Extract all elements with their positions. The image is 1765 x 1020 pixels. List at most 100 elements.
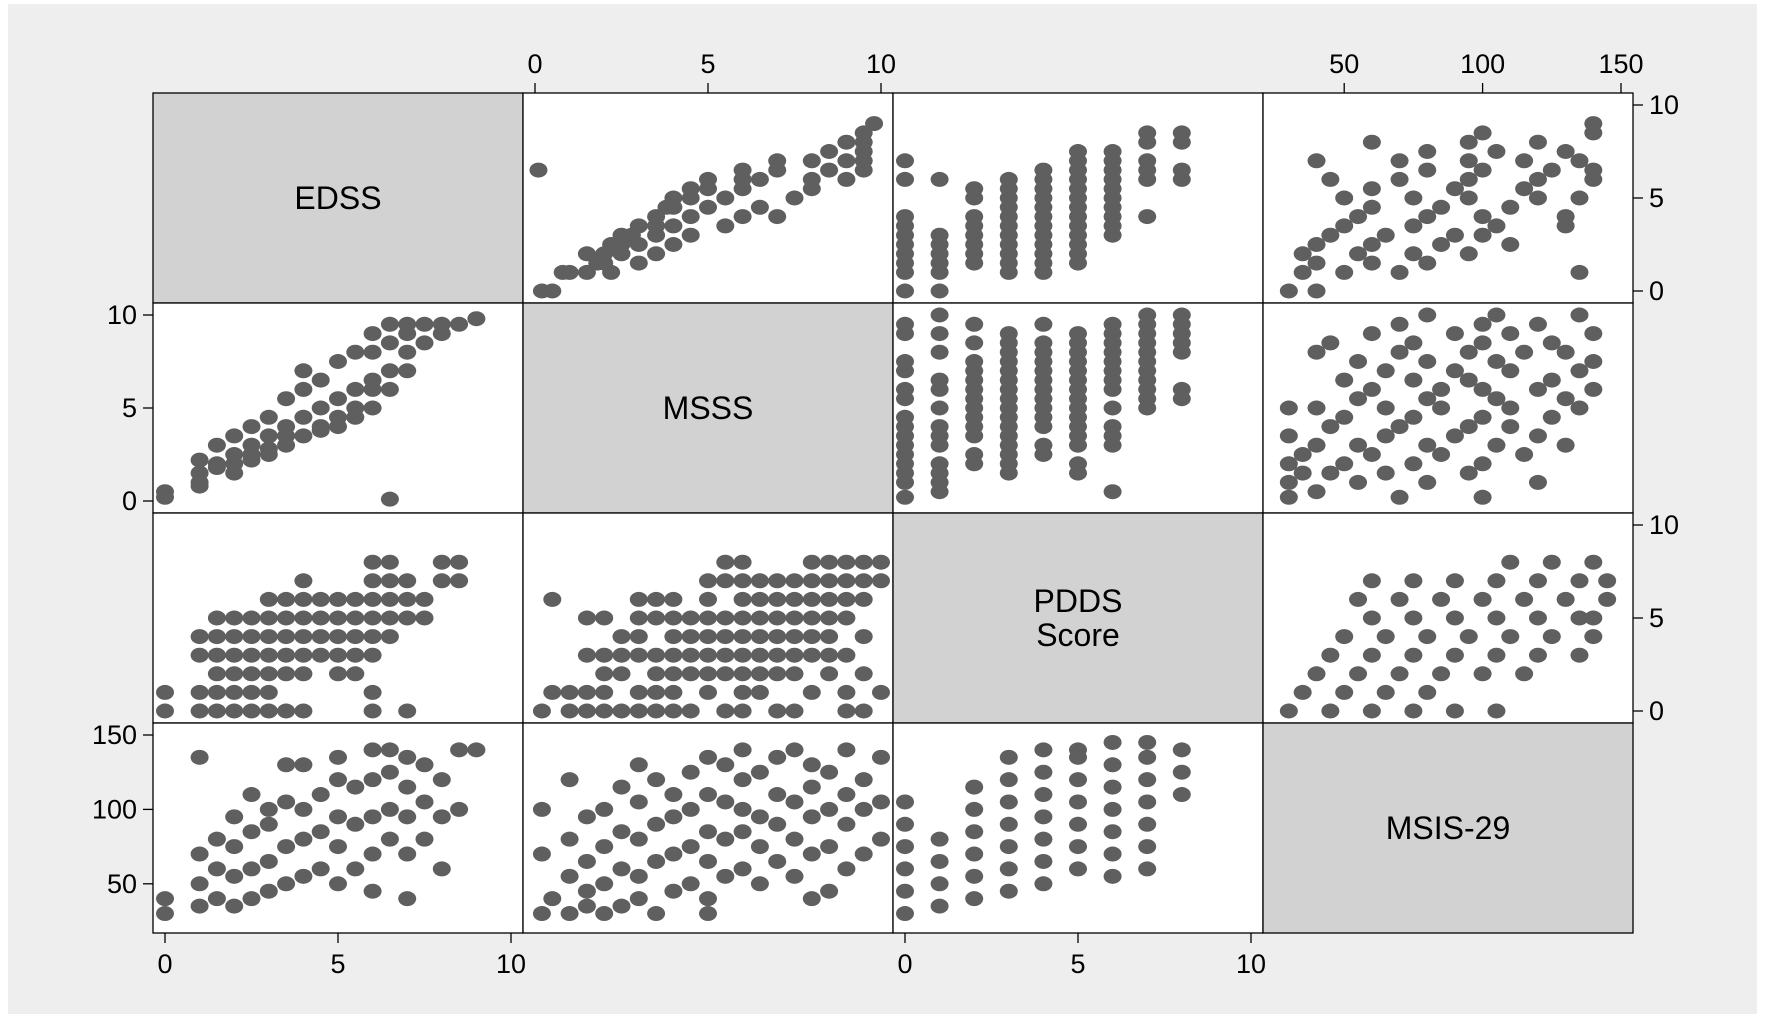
data-point-msss-vs-pdds-score bbox=[1103, 484, 1122, 500]
data-point-msis-29-vs-pdds-score bbox=[896, 816, 914, 832]
data-point-edss-vs-msss bbox=[820, 162, 839, 178]
data-point-edss-vs-msis-29 bbox=[1335, 218, 1354, 234]
data-point-msis-29-vs-msss bbox=[532, 846, 551, 862]
data-point-pdds-score-vs-msis-29 bbox=[1404, 703, 1423, 719]
data-point-msss-vs-msis-29 bbox=[1515, 447, 1534, 462]
data-point-edss-vs-msis-29 bbox=[1459, 171, 1478, 187]
data-point-pdds-score-vs-edss bbox=[242, 647, 261, 663]
data-point-msis-29-vs-pdds-score bbox=[1069, 794, 1087, 810]
data-point-msss-vs-edss bbox=[311, 400, 330, 416]
data-point-pdds-score-vs-edss bbox=[156, 703, 174, 719]
data-point-pdds-score-vs-edss bbox=[259, 666, 278, 682]
tick-label-x-top-msis-29: 150 bbox=[1598, 49, 1643, 79]
tick-label-y-left-msss: 0 bbox=[122, 486, 137, 516]
data-point-pdds-score-vs-msss bbox=[733, 554, 752, 570]
data-point-msss-vs-msis-29 bbox=[1362, 447, 1381, 462]
data-point-msis-29-vs-pdds-score bbox=[1172, 787, 1191, 803]
data-point-msis-29-vs-msss bbox=[768, 816, 787, 832]
data-point-msis-29-vs-msss bbox=[785, 742, 804, 758]
data-point-edss-vs-msis-29 bbox=[1307, 237, 1326, 252]
data-point-msss-vs-msis-29 bbox=[1418, 474, 1437, 490]
data-point-msss-vs-msis-29 bbox=[1584, 354, 1603, 369]
data-point-pdds-score-vs-msss bbox=[532, 703, 551, 719]
data-point-msss-vs-pdds-score bbox=[965, 447, 984, 462]
data-point-msis-29-vs-edss bbox=[363, 846, 382, 862]
data-point-pdds-score-vs-edss bbox=[225, 666, 244, 682]
data-point-pdds-score-vs-edss bbox=[207, 684, 226, 700]
data-point-pdds-score-vs-edss bbox=[363, 629, 382, 645]
tick-label-x-bottom-edss: 0 bbox=[157, 949, 172, 979]
data-point-msss-vs-edss bbox=[190, 452, 209, 468]
data-point-msis-29-vs-msss bbox=[629, 831, 648, 847]
data-point-msis-29-vs-pdds-score bbox=[1103, 734, 1122, 750]
data-point-msss-vs-msis-29 bbox=[1487, 354, 1506, 369]
data-point-pdds-score-vs-edss bbox=[363, 591, 382, 607]
data-point-pdds-score-vs-msis-29 bbox=[1570, 573, 1589, 589]
data-point-msis-29-vs-edss bbox=[329, 876, 347, 892]
data-point-msss-vs-edss bbox=[294, 363, 313, 379]
data-point-msss-vs-edss bbox=[380, 316, 399, 332]
data-point-msis-29-vs-edss bbox=[329, 749, 347, 765]
data-point-pdds-score-vs-edss bbox=[380, 629, 399, 645]
data-point-msis-29-vs-msss bbox=[733, 772, 752, 788]
data-point-pdds-score-vs-edss bbox=[329, 610, 347, 626]
data-point-pdds-score-vs-msss bbox=[872, 684, 890, 700]
data-point-edss-vs-msis-29 bbox=[1321, 171, 1340, 187]
data-point-edss-vs-msis-29 bbox=[1528, 134, 1547, 150]
data-point-pdds-score-vs-edss bbox=[242, 610, 261, 626]
data-point-pdds-score-vs-edss bbox=[277, 647, 296, 663]
data-point-edss-vs-msis-29 bbox=[1445, 227, 1464, 243]
data-point-pdds-score-vs-msss bbox=[612, 666, 631, 682]
data-point-pdds-score-vs-msss bbox=[854, 591, 873, 607]
data-point-msss-vs-pdds-score bbox=[930, 419, 949, 435]
data-point-msis-29-vs-pdds-score bbox=[1034, 853, 1053, 869]
data-point-msis-29-vs-edss bbox=[398, 809, 417, 825]
data-point-pdds-score-vs-edss bbox=[294, 591, 313, 607]
data-point-edss-vs-msis-29 bbox=[1404, 190, 1423, 206]
data-point-msss-vs-msis-29 bbox=[1279, 400, 1298, 416]
data-point-msis-29-vs-msss bbox=[595, 906, 614, 922]
data-point-pdds-score-vs-msss bbox=[629, 610, 648, 626]
data-point-msis-29-vs-edss bbox=[363, 742, 382, 758]
tick-label-x-top-msis-29: 100 bbox=[1460, 49, 1505, 79]
data-point-pdds-score-vs-msss bbox=[802, 591, 821, 607]
data-point-msss-vs-msis-29 bbox=[1307, 400, 1326, 416]
data-point-pdds-score-vs-msss bbox=[802, 684, 821, 700]
data-point-msis-29-vs-edss bbox=[294, 801, 313, 817]
data-point-msss-vs-msis-29 bbox=[1556, 391, 1575, 407]
data-point-msis-29-vs-msss bbox=[664, 809, 683, 825]
data-point-msss-vs-edss bbox=[346, 344, 365, 360]
data-point-msis-29-vs-edss bbox=[346, 861, 365, 877]
data-point-pdds-score-vs-edss bbox=[294, 629, 313, 645]
data-point-pdds-score-vs-msis-29 bbox=[1445, 610, 1464, 626]
data-point-msss-vs-msis-29 bbox=[1404, 456, 1423, 472]
data-point-msss-vs-edss bbox=[380, 335, 399, 351]
data-point-pdds-score-vs-msss bbox=[629, 684, 648, 700]
data-point-pdds-score-vs-msss bbox=[681, 647, 700, 663]
data-point-msss-vs-msis-29 bbox=[1307, 437, 1326, 453]
data-point-pdds-score-vs-edss bbox=[363, 647, 382, 663]
data-point-pdds-score-vs-msis-29 bbox=[1279, 703, 1298, 719]
data-point-pdds-score-vs-edss bbox=[363, 703, 382, 719]
data-point-msis-29-vs-pdds-score bbox=[1103, 801, 1122, 817]
data-point-pdds-score-vs-msss bbox=[681, 703, 700, 719]
data-point-edss-vs-msis-29 bbox=[1418, 144, 1437, 159]
tick-label-x-bottom-edss: 5 bbox=[330, 949, 345, 979]
data-point-pdds-score-vs-msss bbox=[837, 610, 856, 626]
data-point-msss-vs-pdds-score bbox=[1103, 400, 1122, 416]
data-point-msis-29-vs-msss bbox=[612, 898, 631, 914]
data-point-pdds-score-vs-msss bbox=[681, 610, 700, 626]
data-point-edss-vs-msis-29 bbox=[1390, 264, 1409, 280]
data-point-msis-29-vs-msss bbox=[612, 861, 631, 877]
data-point-msis-29-vs-msss bbox=[612, 824, 631, 840]
data-point-edss-vs-msis-29 bbox=[1459, 190, 1478, 206]
data-point-pdds-score-vs-edss bbox=[380, 554, 399, 570]
data-point-pdds-score-vs-msss bbox=[733, 629, 752, 645]
data-point-pdds-score-vs-msis-29 bbox=[1445, 703, 1464, 719]
data-point-pdds-score-vs-msss bbox=[750, 666, 769, 682]
data-point-pdds-score-vs-msis-29 bbox=[1487, 573, 1506, 589]
data-point-msis-29-vs-msss bbox=[785, 831, 804, 847]
data-point-pdds-score-vs-edss bbox=[450, 554, 469, 570]
data-point-pdds-score-vs-edss bbox=[277, 629, 296, 645]
data-point-msss-vs-edss bbox=[329, 419, 347, 435]
